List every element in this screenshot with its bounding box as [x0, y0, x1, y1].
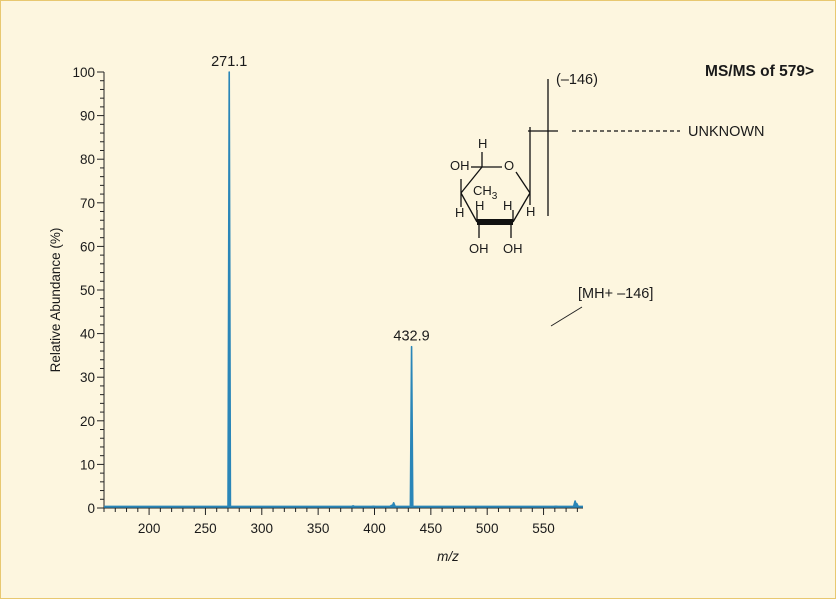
- axes: [103, 72, 583, 509]
- y-tick-label: 90: [80, 109, 95, 124]
- atom-label: O: [504, 158, 514, 173]
- x-tick-label: 400: [363, 521, 386, 536]
- tick-label-group: 200 250 300 350 400 450 500 550 0 10 20 30 40 50 60 70 8…: [72, 65, 554, 536]
- peak-label-group: 271.1 432.9: [211, 54, 430, 345]
- peak-label: 271.1: [211, 54, 247, 70]
- ring-bond: [460, 166, 483, 194]
- ring-bond: [460, 192, 478, 223]
- x-tick-label: 200: [138, 521, 161, 536]
- neutral-loss-label: (–146): [556, 72, 598, 88]
- fragment-leader-line: [550, 306, 583, 327]
- x-tick-label: 450: [420, 521, 443, 536]
- atom-label: H: [503, 198, 512, 213]
- fragment-annotation: [MH+ –146]: [578, 286, 653, 302]
- spectrum-peak: [409, 345, 414, 508]
- y-tick-label: 60: [80, 239, 95, 254]
- atom-label: OH: [469, 241, 489, 256]
- peak-label: 432.9: [393, 329, 429, 345]
- y-tick-label: 10: [80, 457, 95, 472]
- spectrum-peak: [227, 71, 232, 508]
- atom-label: H: [526, 204, 535, 219]
- atom-label: CH3: [473, 183, 498, 202]
- x-tick-label: 300: [251, 521, 274, 536]
- spectrum-trace: [104, 71, 583, 508]
- tick-group: [97, 71, 578, 515]
- x-tick-label: 250: [194, 521, 217, 536]
- atom-label: OH: [503, 241, 523, 256]
- atom-label: H: [478, 136, 487, 151]
- ring-bond: [515, 171, 531, 194]
- x-tick-label: 500: [476, 521, 499, 536]
- y-axis-title: Relative Abundance (%): [48, 228, 63, 373]
- ring-bond: [512, 192, 531, 223]
- atom-label: H: [475, 198, 484, 213]
- y-tick-label: 40: [80, 327, 95, 342]
- y-tick-label: 50: [80, 283, 95, 298]
- y-tick-label: 100: [72, 65, 95, 80]
- atom-label: H: [455, 205, 464, 220]
- ring-bond-bold: [477, 219, 513, 225]
- y-tick-label: 30: [80, 370, 95, 385]
- spectrum-peak: [574, 502, 580, 508]
- y-tick-label: 0: [87, 501, 95, 516]
- spectrum-peak: [350, 505, 356, 508]
- atom-label: OH: [450, 158, 470, 173]
- y-tick-label: 70: [80, 196, 95, 211]
- rhamnose-structure: [460, 79, 680, 238]
- y-tick-label: 20: [80, 414, 95, 429]
- structure-labels: H OH O CH3 H H H H OH OH (–146) UNKNOWN: [450, 72, 765, 256]
- x-axis-title: m/z: [437, 549, 459, 564]
- x-tick-label: 350: [307, 521, 330, 536]
- y-tick-label: 80: [80, 152, 95, 167]
- x-tick-label: 550: [532, 521, 555, 536]
- spectrum-peak: [391, 501, 397, 508]
- unknown-label: UNKNOWN: [688, 124, 765, 140]
- chart-title: MS/MS of 579>: [705, 63, 814, 80]
